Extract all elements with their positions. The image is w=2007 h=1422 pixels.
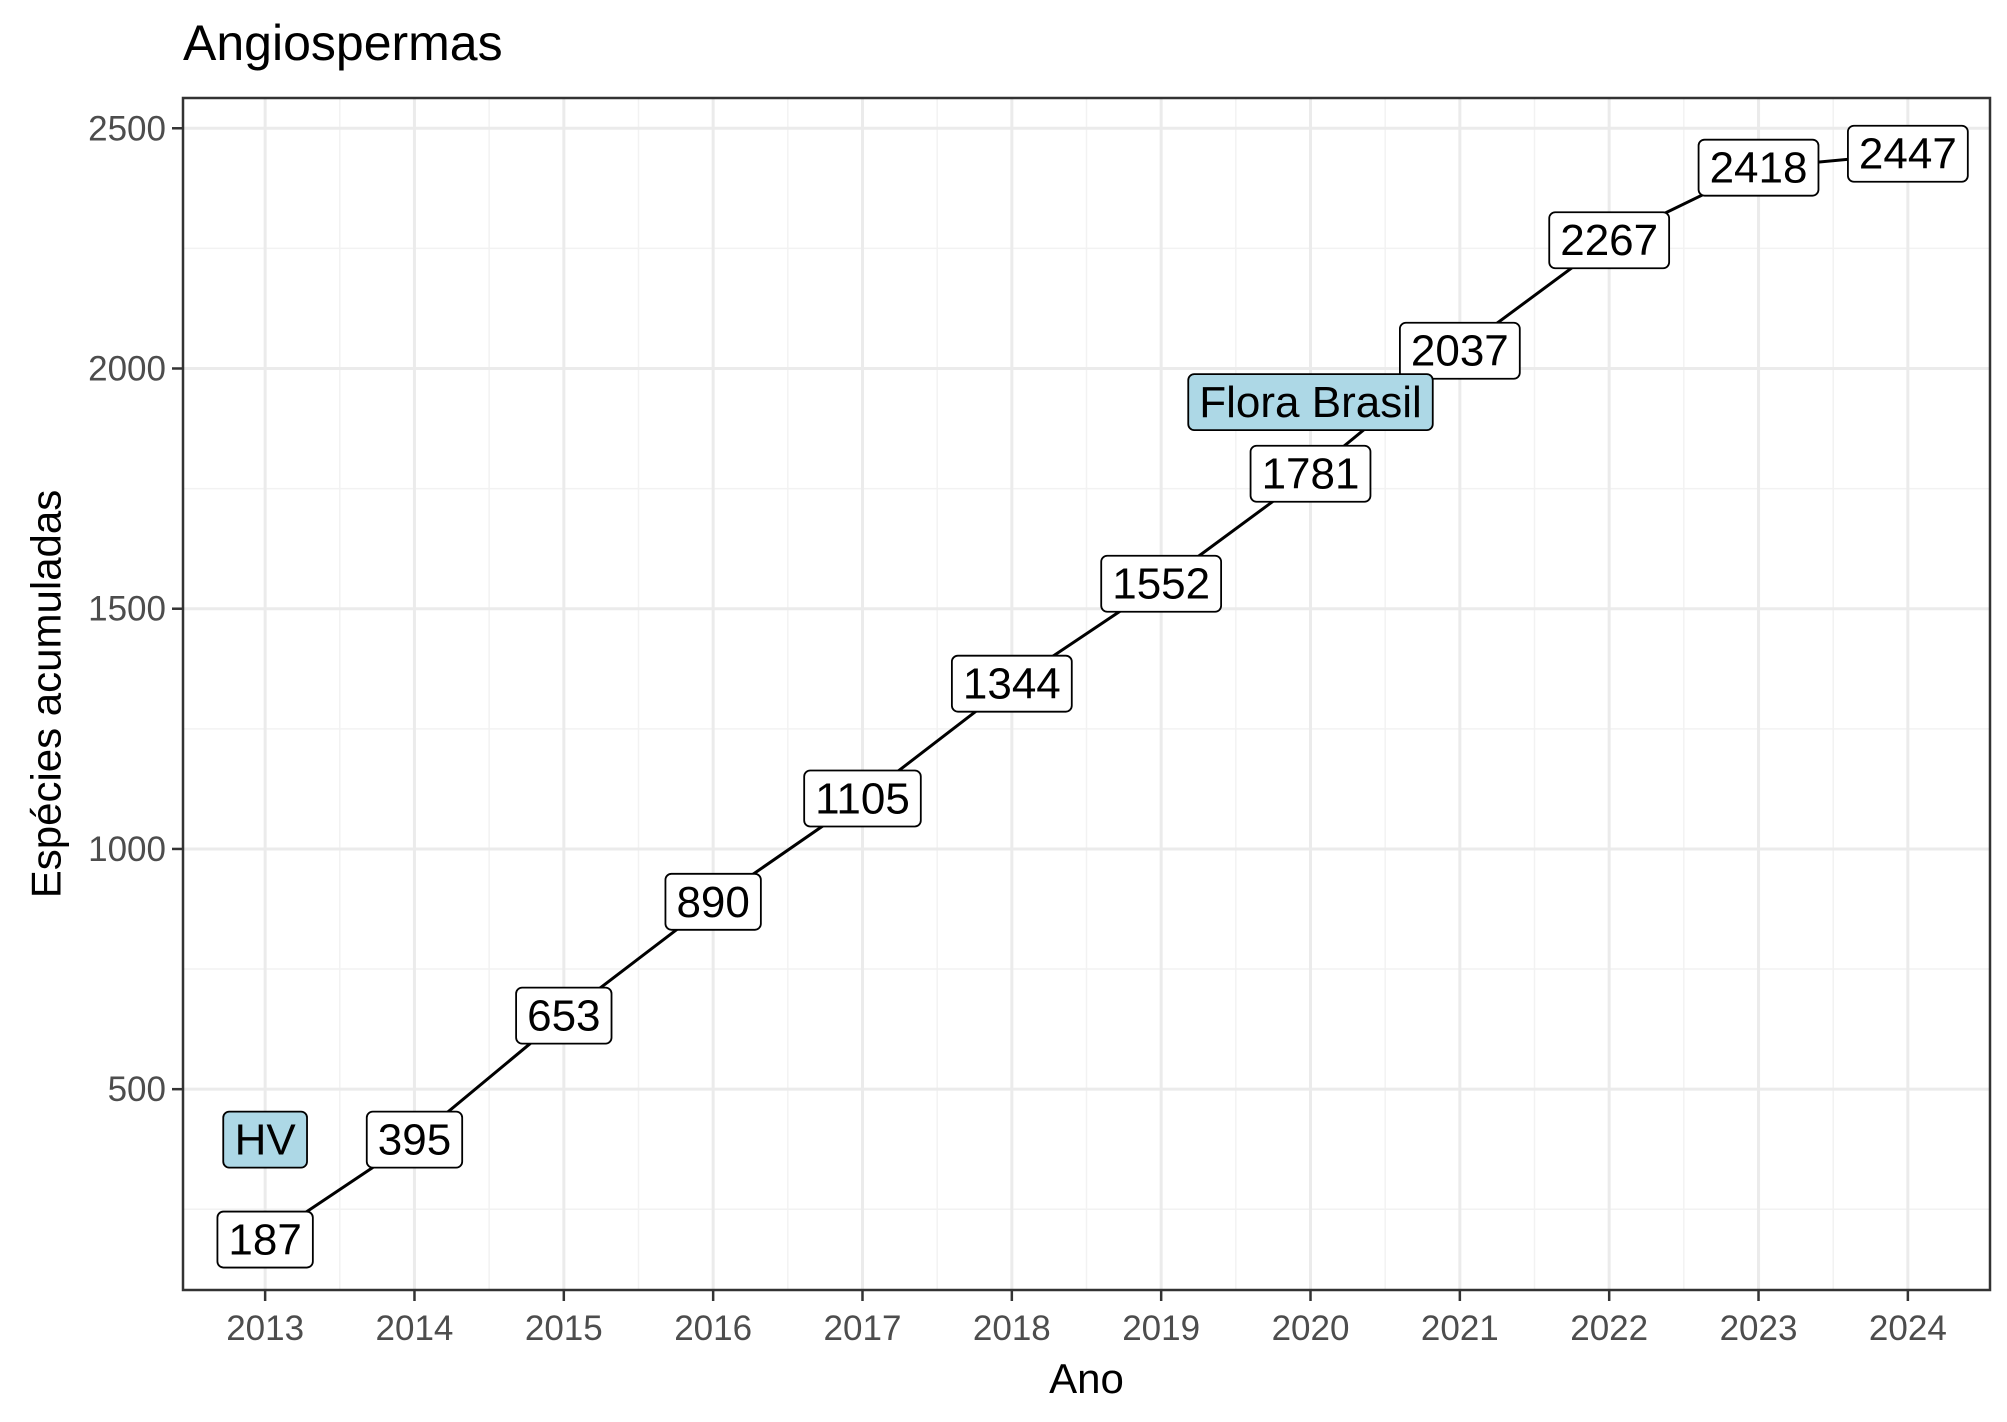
data-label-text: 187	[228, 1216, 301, 1265]
data-label-group: 1552	[1100, 554, 1223, 613]
data-label-group: 653	[515, 986, 613, 1045]
x-tick-label: 2020	[1272, 1309, 1350, 1348]
data-label-text: 2037	[1411, 327, 1509, 376]
data-label-group: 2037	[1399, 321, 1521, 380]
x-tick-label: 2018	[973, 1309, 1051, 1348]
annotations: HV Flora Brasil	[222, 373, 1434, 1169]
annotation-label-text: HV	[235, 1116, 297, 1165]
data-label-group: 2447	[1847, 124, 1969, 183]
annotation-label-box	[222, 1110, 308, 1169]
y-tick-label: 1000	[88, 830, 166, 869]
y-tick-label: 1500	[88, 590, 166, 629]
data-label-box	[950, 654, 1073, 713]
y-axis-title: Espécies acumuladas	[23, 490, 70, 899]
annotation-label-box	[1187, 373, 1434, 432]
data-label-group: 2267	[1548, 211, 1671, 270]
x-tick-label: 2017	[824, 1309, 902, 1348]
x-tick-label: 2015	[525, 1309, 603, 1348]
panel-border	[181, 96, 1992, 1292]
data-label-text: 1552	[1112, 560, 1210, 609]
data-labels: 187 395 653 890 1105 1344 1552 1781 2037 2267 2418…	[216, 124, 1969, 1269]
data-label-text: 2267	[1560, 216, 1658, 265]
data-label-group: 187	[216, 1210, 314, 1269]
data-label-box	[365, 1110, 464, 1169]
data-label-text: 890	[676, 878, 749, 927]
x-tick-label: 2021	[1421, 1309, 1499, 1348]
x-tick-label: 2014	[376, 1309, 454, 1348]
y-tick-label: 500	[108, 1070, 166, 1109]
x-tick-label: 2024	[1869, 1309, 1947, 1348]
annotation-label-group: Flora Brasil	[1187, 373, 1434, 432]
data-label-box	[1249, 444, 1372, 503]
x-tick-label: 2016	[674, 1309, 752, 1348]
data-label-text: 2447	[1859, 130, 1957, 179]
x-tick-label: 2023	[1720, 1309, 1798, 1348]
data-label-box	[1100, 554, 1223, 613]
x-axis: 2013 2014 2015 2016 2017 2018 2019 2020 2021 2022…	[226, 1290, 1947, 1348]
data-label-group: 1781	[1249, 444, 1372, 503]
data-label-box	[1697, 138, 1820, 197]
data-label-box	[1847, 124, 1969, 183]
data-label-group: 1105	[803, 769, 922, 828]
x-tick-label: 2022	[1570, 1309, 1648, 1348]
annotation-label-group: HV	[222, 1110, 308, 1169]
data-label-text: 395	[378, 1116, 451, 1165]
data-label-box	[515, 986, 613, 1045]
data-label-group: 2418	[1697, 138, 1820, 197]
data-label-group: 1344	[950, 654, 1073, 713]
chart-title: Angiospermas	[183, 15, 503, 71]
data-label-box	[216, 1210, 314, 1269]
data-label-group: 890	[664, 872, 762, 931]
data-label-box	[664, 872, 762, 931]
data-label-text: 1105	[815, 774, 910, 823]
data-label-text: 2418	[1710, 144, 1808, 193]
y-tick-label: 2500	[88, 109, 166, 148]
x-axis-title: Ano	[1049, 1355, 1124, 1402]
y-axis: 500 1000 1500 2000 2500	[88, 109, 183, 1109]
data-label-group: 395	[365, 1110, 464, 1169]
data-label-text: 1781	[1262, 450, 1360, 499]
annotation-label-text: Flora Brasil	[1199, 378, 1422, 427]
data-label-text: 653	[527, 992, 600, 1041]
data-label-text: 1344	[963, 660, 1061, 709]
y-tick-label: 2000	[88, 349, 166, 388]
x-tick-label: 2019	[1122, 1309, 1200, 1348]
data-label-box	[1548, 211, 1671, 270]
x-tick-label: 2013	[226, 1309, 304, 1348]
data-label-box	[1399, 321, 1521, 380]
data-label-box	[803, 769, 922, 828]
